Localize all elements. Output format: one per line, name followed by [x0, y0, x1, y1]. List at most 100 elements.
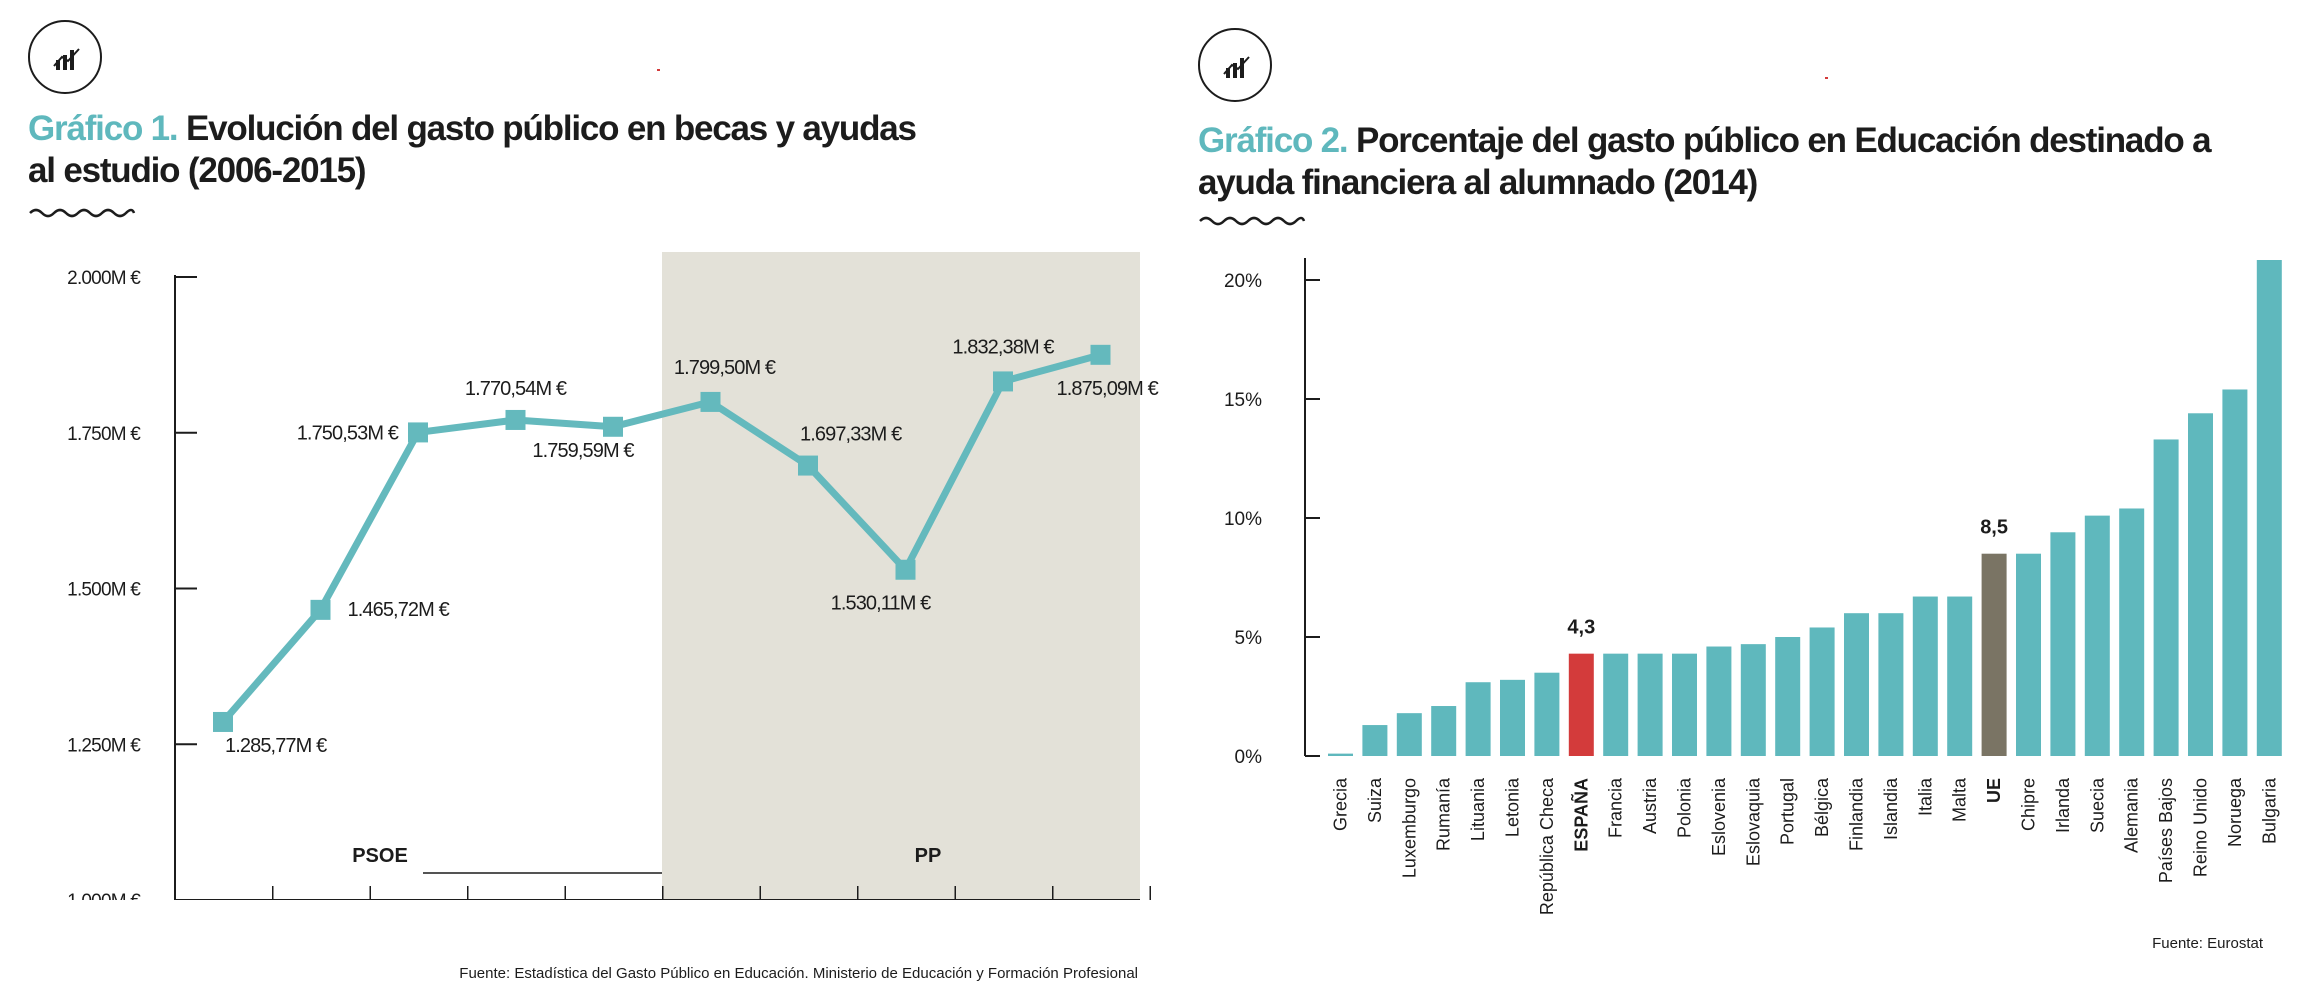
y-tick-label: 15% [1224, 390, 1262, 411]
value-label: 1.875,09M € [1057, 378, 1159, 400]
category-label: Noruega [2225, 777, 2245, 847]
chart-panel-1: Gráfico 1. Evolución del gasto público e… [0, 0, 1160, 1000]
accent-dot [657, 69, 660, 71]
chart-panel-2: Gráfico 2. Porcentaje del gasto público … [1165, 0, 2323, 1000]
category-label: Eslovenia [1709, 777, 1729, 856]
bar [2119, 508, 2145, 756]
category-label: Finlandia [1847, 777, 1867, 851]
value-label: 1.750,53M € [297, 422, 399, 444]
source-note: Fuente: Eurostat [2152, 935, 2263, 952]
y-tick-label: 1.750M € [67, 424, 141, 445]
accent-dot [1825, 77, 1828, 79]
category-label: Grecia [1331, 777, 1351, 831]
bar [1431, 706, 1457, 756]
bar [1947, 596, 1973, 756]
period-label: PP [915, 845, 942, 867]
value-label: 1.697,33M € [800, 424, 902, 446]
bar [2016, 553, 2041, 756]
y-tick-label: 1.000M € [67, 891, 141, 900]
category-label: Suiza [1365, 777, 1385, 823]
line-chart: PSOE PP 1.000M € 1.250M € 1.500M € 1.750M € 2.… [67, 252, 1159, 900]
bar [1775, 637, 1801, 756]
bar [1637, 653, 1663, 756]
y-tick-label: 5% [1235, 628, 1263, 649]
category-label: Irlanda [2053, 777, 2073, 833]
chart-title-1: Gráfico 1. Evolución del gasto público e… [28, 108, 948, 192]
y-tick-label: 2.000M € [67, 268, 141, 289]
y-tick-label: 1.500M € [67, 580, 141, 601]
category-label: Reino Unido [2191, 778, 2211, 877]
decorative-squiggle [1199, 216, 1306, 226]
category-label: Suecia [2087, 777, 2107, 833]
bar [2050, 532, 2076, 756]
bar [1534, 672, 1560, 756]
data-point [310, 599, 331, 620]
bar [1844, 613, 1869, 756]
bar [1740, 644, 1766, 756]
category-label: UE [1984, 778, 2004, 803]
period-label: PSOE [352, 845, 408, 867]
chart-title-text: Evolución del gasto público en becas y a… [28, 109, 917, 190]
category-label: Lituania [1468, 777, 1488, 841]
value-label: 1.759,59M € [532, 440, 634, 462]
category-label: Austria [1640, 777, 1660, 834]
data-point [1090, 344, 1111, 365]
data-point [993, 371, 1013, 392]
value-label: 1.799,50M € [674, 357, 776, 379]
category-label: República Checa [1537, 777, 1557, 915]
category-label: Rumanía [1434, 777, 1454, 851]
bar [1878, 613, 1904, 756]
y-tick-label: 10% [1224, 509, 1262, 530]
chart-number: Gráfico 1. [28, 109, 179, 148]
category-label: Polonia [1675, 777, 1695, 838]
category-label: Francia [1606, 777, 1626, 838]
category-label: Bélgica [1812, 777, 1832, 837]
value-label: 1.530,11M € [831, 593, 932, 615]
bar [2222, 389, 2248, 756]
category-label: Países Bajos [2156, 778, 2176, 883]
data-point [895, 559, 916, 580]
category-label: Malta [1950, 777, 1970, 822]
data-point [213, 711, 233, 732]
bar [1362, 725, 1388, 756]
data-point [798, 455, 818, 476]
category-label: Chipre [2019, 778, 2039, 831]
chart-number: Gráfico 2. [1198, 121, 1349, 160]
bar [1500, 679, 1525, 756]
category-label: Luxemburgo [1399, 778, 1419, 878]
value-label: 1.465,72M € [348, 599, 450, 621]
highlight-value-label: 8,5 [1980, 517, 2008, 539]
category-label: ESPAÑA [1570, 778, 1591, 852]
chart-logo-badge [28, 20, 102, 94]
bar-chart-icon [53, 48, 80, 70]
bar [1981, 553, 2007, 756]
bar [1568, 653, 1594, 756]
category-label: Islandia [1881, 777, 1901, 840]
decorative-squiggle [29, 208, 136, 218]
y-tick-label: 1.250M € [67, 735, 141, 756]
bar [2153, 439, 2179, 756]
y-tick-label: 20% [1224, 271, 1262, 292]
source-note: Fuente: Estadística del Gasto Público en… [459, 965, 1138, 982]
bar [2084, 515, 2110, 756]
category-label: Alemania [2122, 777, 2142, 853]
category-label: Italia [1915, 777, 1935, 816]
bar [1672, 653, 1697, 756]
bar [1809, 627, 1835, 756]
value-label: 1.832,38M € [952, 336, 1054, 358]
y-tick-label: 0% [1235, 747, 1263, 768]
bar [1396, 713, 1422, 756]
category-label: Portugal [1778, 778, 1798, 845]
category-label: Bulgaria [2259, 777, 2279, 844]
value-label: 1.285,77M € [225, 735, 327, 757]
bar [1328, 753, 1353, 756]
category-label: Eslovaquia [1743, 777, 1763, 866]
data-point [700, 391, 721, 412]
series-line [220, 351, 1102, 725]
bar [1912, 596, 1938, 756]
bar [1465, 682, 1491, 756]
bar [2256, 260, 2282, 756]
chart-title-text: Porcentaje del gasto público en Educació… [1198, 121, 2212, 202]
bar [1603, 653, 1629, 756]
bar [1706, 646, 1732, 756]
